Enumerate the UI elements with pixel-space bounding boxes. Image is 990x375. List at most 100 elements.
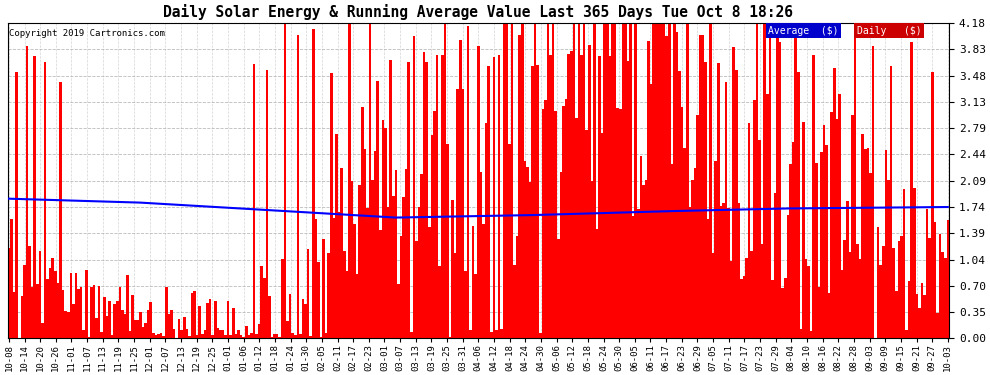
Bar [562,106,564,338]
Bar [363,149,366,338]
Bar [836,119,839,338]
Bar [172,329,175,338]
Bar [178,319,180,338]
Bar [843,240,845,338]
Bar [516,236,519,338]
Bar [368,21,371,338]
Bar [864,149,866,338]
Bar [699,35,702,338]
Bar [551,10,554,338]
Bar [235,334,238,338]
Bar [134,321,137,338]
Bar [872,46,874,338]
Bar [469,330,472,338]
Bar [627,61,630,338]
Bar [689,207,691,338]
Bar [240,335,243,338]
Bar [660,10,662,338]
Bar [632,216,635,338]
Bar [198,306,201,338]
Bar [204,330,206,338]
Bar [921,284,924,338]
Bar [544,100,546,338]
Bar [839,94,841,338]
Bar [16,72,18,338]
Bar [193,291,196,338]
Bar [715,160,717,338]
Bar [29,246,31,338]
Bar [397,284,400,338]
Bar [464,271,466,338]
Bar [797,72,800,338]
Bar [436,55,439,338]
Bar [116,301,119,338]
Bar [250,333,252,338]
Bar [946,220,949,338]
Bar [320,337,323,338]
Bar [72,304,74,338]
Bar [738,203,741,338]
Bar [683,148,686,338]
Bar [823,125,826,338]
Bar [410,333,413,338]
Bar [895,291,898,338]
Bar [596,230,598,338]
Bar [428,227,431,338]
Title: Daily Solar Energy & Running Average Value Last 365 Days Tue Oct 8 18:26: Daily Solar Energy & Running Average Val… [163,4,793,20]
Bar [157,334,159,338]
Bar [760,243,763,338]
Bar [145,323,147,338]
Bar [539,333,542,338]
Bar [668,10,670,338]
Bar [841,270,843,338]
Bar [704,62,707,338]
Bar [477,46,479,338]
Bar [170,309,172,338]
Bar [451,200,453,338]
Bar [379,230,381,338]
Bar [580,55,583,338]
Bar [485,123,487,338]
Bar [934,222,937,338]
Bar [913,188,916,338]
Bar [598,56,601,338]
Bar [341,168,343,338]
Bar [106,316,108,338]
Bar [217,328,219,338]
Bar [546,10,549,338]
Bar [487,66,490,338]
Bar [111,335,114,338]
Bar [302,299,304,338]
Bar [500,329,503,338]
Bar [343,252,346,338]
Bar [601,133,604,338]
Bar [673,10,676,338]
Bar [534,10,537,338]
Bar [263,278,265,338]
Bar [733,47,735,338]
Bar [529,182,532,338]
Bar [95,318,98,338]
Bar [856,243,859,338]
Bar [593,10,596,338]
Bar [624,10,627,338]
Bar [245,326,248,338]
Bar [678,71,681,338]
Bar [34,56,36,338]
Bar [766,94,768,338]
Bar [717,63,720,338]
Bar [315,219,317,338]
Bar [606,24,609,338]
Bar [201,334,204,338]
Bar [617,108,619,338]
Bar [807,266,810,338]
Bar [98,286,100,338]
Bar [826,145,828,338]
Bar [273,334,276,338]
Bar [691,180,694,338]
Bar [180,330,183,338]
Bar [346,271,348,338]
Bar [26,46,29,338]
Bar [800,329,802,338]
Bar [119,287,121,338]
